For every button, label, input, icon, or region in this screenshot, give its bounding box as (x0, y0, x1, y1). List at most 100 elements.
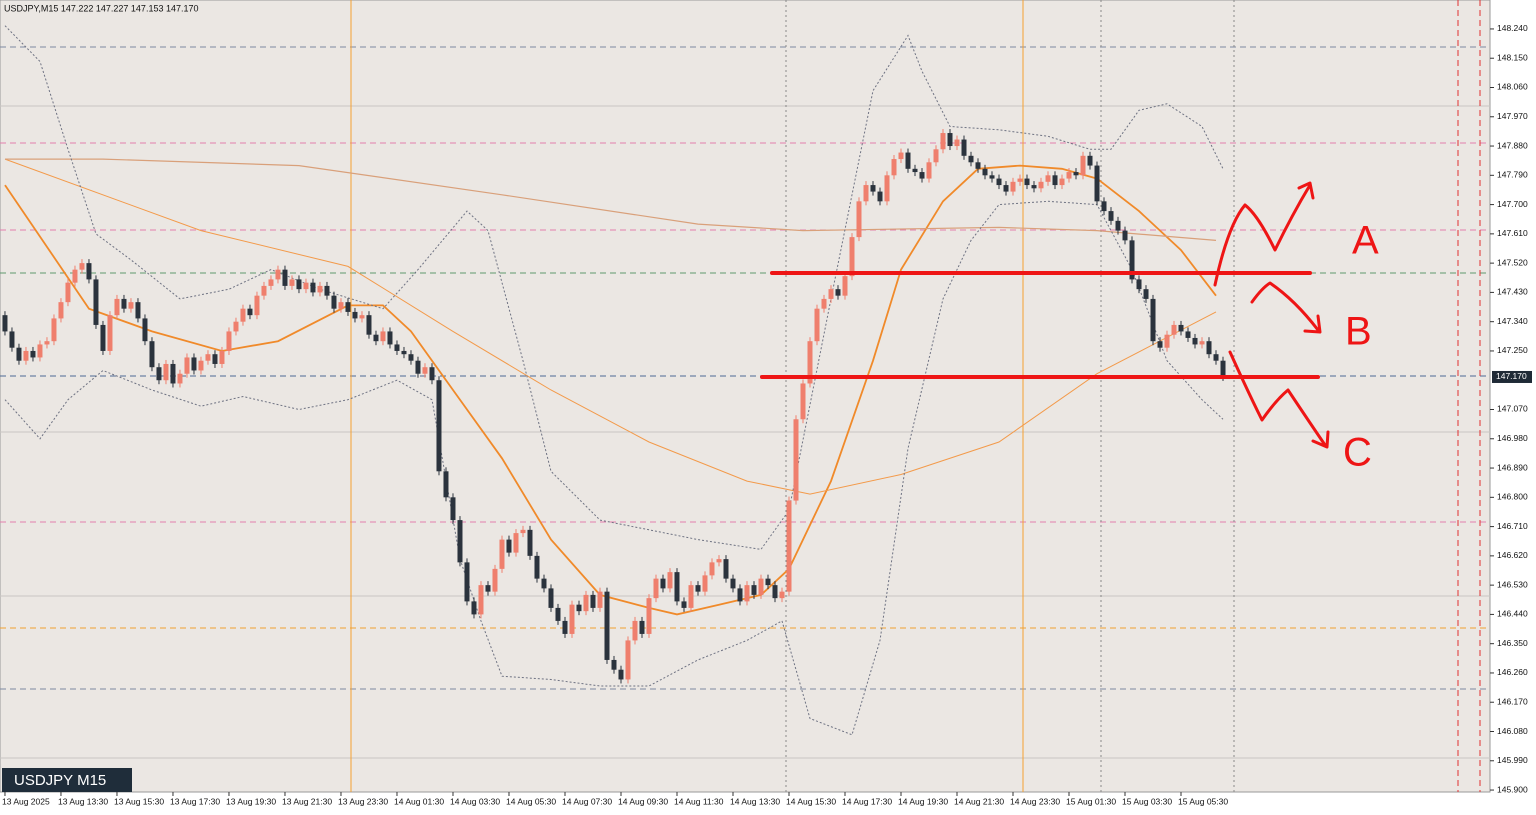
candle-body (1199, 341, 1205, 345)
candle-body (233, 321, 239, 332)
candle-body (422, 367, 428, 374)
arrow (1250, 281, 1322, 334)
candle-body (163, 363, 169, 381)
candle-body (415, 360, 421, 374)
y-tick-label: 146.710 (1497, 521, 1528, 531)
candle-body (1080, 155, 1086, 176)
candle-body (1122, 230, 1128, 241)
candle-body (303, 282, 309, 290)
candle-body (877, 191, 883, 202)
candle-body (1066, 172, 1072, 179)
y-tick-label: 147.880 (1497, 140, 1528, 150)
candle-body (1094, 165, 1100, 202)
candle-body (1031, 185, 1037, 189)
candle-body (1143, 289, 1149, 299)
candle-body (93, 279, 99, 325)
y-tick-label: 146.890 (1497, 462, 1528, 472)
indicator-line (4, 200, 1224, 736)
candle-body (751, 585, 757, 595)
candle-body (317, 285, 323, 293)
candle-body (856, 201, 862, 238)
y-tick-label: 146.440 (1497, 609, 1528, 619)
y-tick-label: 146.350 (1497, 638, 1528, 648)
y-tick-label: 147.250 (1497, 345, 1528, 355)
candle-body (1206, 341, 1212, 355)
candle-body (555, 607, 561, 621)
candle-body (352, 311, 358, 319)
y-tick-label: 146.800 (1497, 492, 1528, 502)
candle-body (1017, 178, 1023, 182)
candle-body (779, 591, 785, 599)
candle-body (240, 308, 246, 322)
candle-body (1157, 341, 1163, 348)
indicators (4, 25, 1224, 736)
candle-body (261, 285, 267, 296)
symbol-header: USDJPY,M15 147.222 147.227 147.153 147.1… (4, 3, 199, 13)
candle-body (842, 276, 848, 296)
candle-body (142, 318, 148, 342)
candle-body (730, 578, 736, 589)
candle-body (835, 289, 841, 296)
candle-body (408, 354, 414, 361)
candle-body (905, 152, 911, 169)
candle-body (597, 591, 603, 608)
y-tick-label: 145.900 (1497, 784, 1528, 794)
candle-body (373, 334, 379, 342)
candle-body (674, 572, 680, 602)
candle-body (513, 533, 519, 553)
candle-body (758, 578, 764, 595)
plot-area (0, 0, 1491, 793)
indicator-line (4, 164, 1217, 616)
candle-body (653, 578, 659, 599)
candle-body (1136, 279, 1142, 290)
candle-body (9, 331, 15, 348)
candle-body (1164, 334, 1170, 348)
annotation: B (1345, 310, 1372, 354)
annotation: A (1352, 219, 1379, 263)
x-tick-label: 14 Aug 07:30 (562, 796, 612, 806)
y-tick-label: 147.700 (1497, 199, 1528, 209)
candle-body (968, 155, 974, 163)
x-tick-label: 13 Aug 2025 (2, 796, 50, 806)
candle-body (191, 357, 197, 371)
candle-body (65, 282, 71, 303)
candle-body (135, 302, 141, 319)
y-tick-label: 146.260 (1497, 667, 1528, 677)
candle-body (149, 341, 155, 368)
candle-body (310, 282, 316, 293)
x-tick-label: 13 Aug 17:30 (170, 796, 220, 806)
candle-body (933, 149, 939, 163)
candle-body (387, 331, 393, 345)
candle-body (492, 568, 498, 592)
candle-body (527, 529, 533, 556)
candle-body (478, 585, 484, 615)
x-tick-label: 14 Aug 17:30 (842, 796, 892, 806)
candle-body (506, 539, 512, 553)
candle-body (569, 604, 575, 634)
y-tick-label: 148.060 (1497, 82, 1528, 92)
candle-body (1073, 172, 1079, 176)
candle-body (611, 659, 617, 670)
x-tick-label: 13 Aug 15:30 (114, 796, 164, 806)
candle-body (954, 139, 960, 147)
candle-body (1087, 155, 1093, 166)
candle-body (401, 350, 407, 355)
candle-body (632, 620, 638, 641)
candle-body (786, 500, 792, 592)
candle-body (618, 669, 624, 680)
candle-body (485, 585, 491, 592)
candle-body (534, 555, 540, 579)
candle-body (282, 269, 288, 286)
candle-body (58, 302, 64, 319)
candle-body (184, 357, 190, 374)
candle-body (16, 347, 22, 361)
candle-body (1059, 178, 1065, 186)
candle-body (1213, 354, 1219, 361)
candle-body (1129, 240, 1135, 280)
candle-body (121, 298, 127, 309)
candle-body (947, 133, 953, 147)
candle-body (450, 497, 456, 521)
candle-body (1150, 298, 1156, 342)
candle-body (254, 295, 260, 316)
candle-body (331, 295, 337, 309)
